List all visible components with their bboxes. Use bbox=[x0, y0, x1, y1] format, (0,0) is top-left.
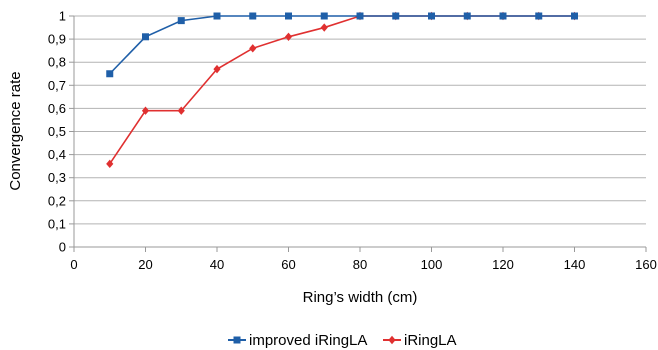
data-point-improved-iringla bbox=[356, 12, 364, 20]
data-point-iringla bbox=[213, 64, 221, 74]
x-tick-label: 160 bbox=[635, 257, 657, 272]
x-tick-label: 0 bbox=[70, 257, 77, 272]
x-tick-label: 60 bbox=[281, 257, 295, 272]
series-iringla bbox=[106, 11, 579, 169]
y-tick-label: 0,6 bbox=[48, 101, 66, 116]
x-tick-label: 140 bbox=[564, 257, 586, 272]
data-point-improved-iringla bbox=[392, 12, 400, 20]
axes bbox=[69, 15, 647, 252]
y-tick-label: 0,4 bbox=[48, 147, 66, 162]
data-point-improved-iringla bbox=[428, 12, 435, 20]
data-point-improved-iringla bbox=[571, 12, 578, 20]
data-point-improved-iringla bbox=[142, 33, 149, 41]
y-tick-label: 0,5 bbox=[48, 124, 66, 139]
x-tick-label: 100 bbox=[421, 257, 443, 272]
data-point-iringla bbox=[177, 106, 185, 115]
data-point-iringla bbox=[249, 44, 257, 53]
legend-item-improved-iringla: improved iRingLA bbox=[228, 332, 367, 349]
data-point-improved-iringla bbox=[535, 12, 543, 20]
legend: improved iRingLA iRingLA bbox=[228, 332, 457, 349]
x-tick-label: 120 bbox=[492, 257, 514, 272]
grid-lines bbox=[74, 15, 646, 225]
x-tick-label: 80 bbox=[353, 257, 367, 272]
legend-label: improved iRingLA bbox=[249, 332, 367, 349]
series-improved-iringla bbox=[106, 12, 578, 78]
data-point-iringla bbox=[106, 159, 114, 169]
series-line-iringla bbox=[109, 15, 575, 165]
data-point-improved-iringla bbox=[320, 12, 328, 20]
y-tick-label: 0 bbox=[59, 240, 66, 255]
data-point-improved-iringla bbox=[285, 12, 292, 20]
data-point-improved-iringla bbox=[106, 70, 114, 78]
y-tick-label: 0,9 bbox=[48, 32, 66, 47]
y-tick-label: 0,8 bbox=[48, 55, 66, 70]
data-point-improved-iringla bbox=[249, 12, 257, 20]
y-tick-labels: 0 0,1 0,2 0,3 0,4 0,5 0,6 0,7 0,8 0,9 1 bbox=[48, 9, 66, 255]
x-axis-title: Ring’s width (cm) bbox=[303, 289, 418, 306]
data-point-improved-iringla bbox=[463, 12, 471, 20]
y-tick-label: 0,1 bbox=[48, 216, 66, 231]
data-point-iringla bbox=[141, 106, 150, 115]
data-point-improved-iringla bbox=[213, 12, 221, 20]
data-point-improved-iringla bbox=[177, 17, 185, 25]
data-point-iringla bbox=[284, 32, 293, 41]
legend-label: iRingLA bbox=[404, 332, 457, 349]
y-axis-title: Convergence rate bbox=[7, 71, 24, 190]
x-tick-label: 40 bbox=[210, 257, 224, 272]
legend-swatch-marker bbox=[388, 335, 396, 345]
x-tick-label: 20 bbox=[138, 257, 152, 272]
data-point-iringla bbox=[320, 23, 328, 32]
x-tick-labels: 0 20 40 60 80 100 120 140 160 bbox=[70, 257, 656, 272]
legend-item-iringla: iRingLA bbox=[383, 332, 457, 349]
y-tick-label: 1 bbox=[59, 9, 66, 24]
data-point-improved-iringla bbox=[499, 12, 507, 20]
legend-swatch-marker bbox=[233, 336, 241, 344]
series-line-improved-iringla bbox=[109, 15, 575, 75]
series-lines bbox=[106, 11, 579, 169]
y-tick-label: 0,3 bbox=[48, 170, 66, 185]
y-tick-label: 0,7 bbox=[48, 78, 66, 93]
y-tick-label: 0,2 bbox=[48, 193, 66, 208]
